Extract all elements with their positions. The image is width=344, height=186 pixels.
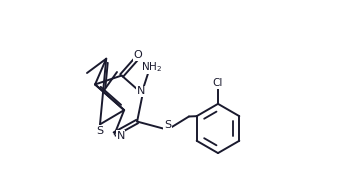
Text: NH$_2$: NH$_2$ xyxy=(141,60,162,74)
Text: S: S xyxy=(164,120,171,130)
Text: N: N xyxy=(117,131,125,141)
Text: S: S xyxy=(96,126,104,136)
Text: N: N xyxy=(137,86,145,96)
Text: O: O xyxy=(133,50,142,60)
Text: Cl: Cl xyxy=(213,78,223,88)
